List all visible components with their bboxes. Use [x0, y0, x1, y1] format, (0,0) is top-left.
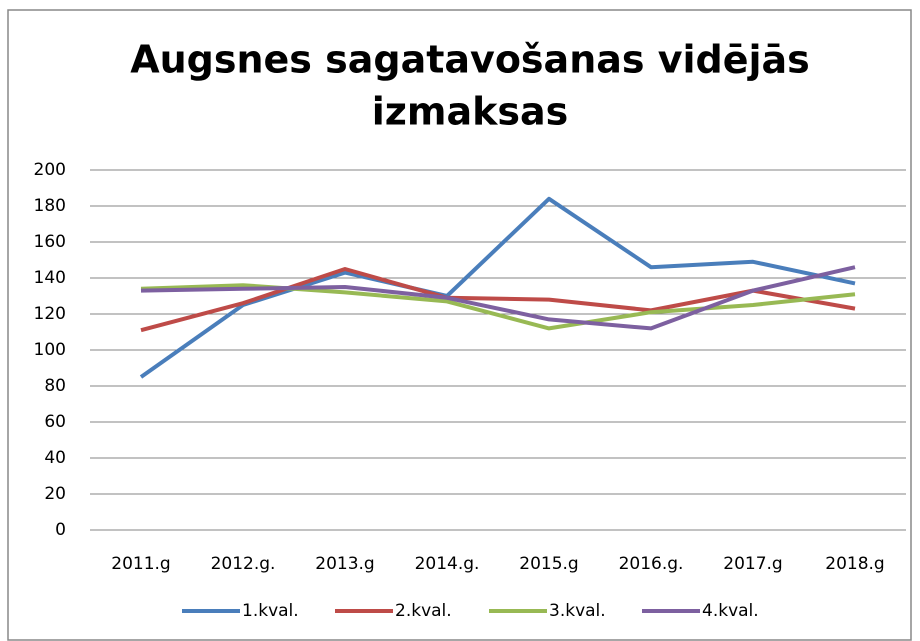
- chart-title: Augsnes sagatavošanas vidējās: [130, 38, 810, 82]
- x-tick-label: 2013.g: [315, 554, 374, 574]
- x-tick-label: 2011.g: [111, 554, 170, 574]
- y-tick-label: 120: [34, 304, 66, 324]
- y-tick-label: 180: [34, 196, 66, 216]
- series-line: [140, 283, 856, 331]
- legend-label: 3.kval.: [549, 601, 606, 621]
- x-tick-label: 2014.g.: [415, 554, 480, 574]
- series-line: [140, 265, 856, 331]
- x-tick-label: 2016.g.: [619, 554, 684, 574]
- x-tick-label: 2015.g: [519, 554, 578, 574]
- y-tick-label: 100: [34, 340, 66, 360]
- x-tick-label: 2018.g: [825, 554, 884, 574]
- y-tick-label: 80: [44, 376, 66, 396]
- y-tick-label: 20: [44, 484, 66, 504]
- legend-label: 1.kval.: [242, 601, 299, 621]
- y-tick-label: 140: [34, 268, 66, 288]
- chart-title: izmaksas: [372, 90, 569, 134]
- y-tick-label: 0: [55, 520, 66, 540]
- x-tick-label: 2012.g.: [211, 554, 276, 574]
- y-tick-label: 40: [44, 448, 66, 468]
- y-tick-label: 60: [44, 412, 66, 432]
- y-tick-label: 200: [34, 160, 66, 180]
- legend-label: 4.kval.: [702, 601, 759, 621]
- x-tick-label: 2017.g: [723, 554, 782, 574]
- series-line: [140, 267, 856, 333]
- legend-label: 2.kval.: [395, 601, 452, 621]
- y-tick-label: 160: [34, 232, 66, 252]
